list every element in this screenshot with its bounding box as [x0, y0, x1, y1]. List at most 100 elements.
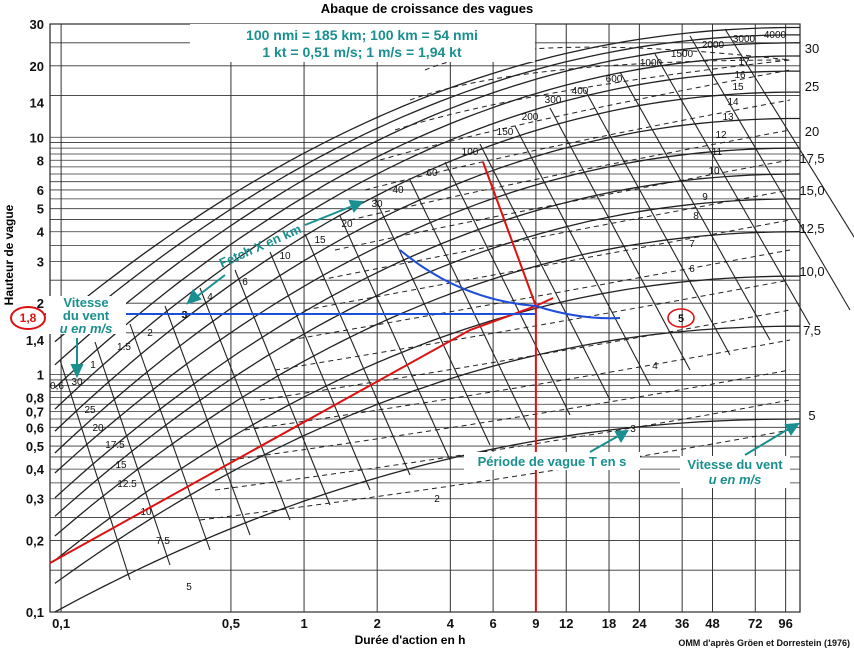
wind-speed-curve: [54, 117, 800, 454]
fetch-label: 400: [572, 86, 589, 97]
period-label: 17: [738, 57, 750, 68]
x-tick-label: 48: [705, 616, 719, 631]
fetch-line: [234, 269, 331, 506]
x-tick-label: 24: [632, 616, 647, 631]
period-label: 13: [722, 112, 734, 123]
x-tick-label: 4: [447, 616, 455, 631]
fetch-label: 1500: [671, 49, 694, 60]
wind-speed-curve: [54, 55, 800, 389]
period-label: 16: [734, 70, 746, 81]
fetch-label: 3: [182, 310, 188, 321]
wind-speed-curve: [54, 26, 800, 324]
right-wind-label: 15,0: [799, 183, 824, 198]
fetch-line: [549, 107, 691, 371]
right-wind-label: 7,5: [803, 323, 821, 338]
y-tick-label: 0,5: [26, 439, 44, 454]
y-tick-label: 30: [30, 17, 44, 32]
period-curve: [199, 429, 791, 521]
wind-curve-label: 1.5: [117, 342, 131, 353]
chart-title: Abaque de croissance des vagues: [321, 1, 533, 16]
x-tick-label: 0,5: [222, 616, 240, 631]
period-label: 14: [727, 97, 739, 108]
wind-right-box: [680, 456, 790, 488]
fetch-line: [619, 71, 771, 341]
y-tick-label: 3: [37, 254, 44, 269]
period-label: 9: [702, 192, 708, 203]
y-tick-label: 1: [37, 368, 44, 383]
wind-curve-label: 17.5: [105, 440, 125, 451]
right-wind-label: 30: [805, 41, 819, 56]
period-label: 10: [708, 166, 720, 177]
y-tick-label: 2: [37, 296, 44, 311]
fetch-line: [689, 35, 851, 311]
period-curve: [364, 99, 791, 191]
y-tick-label: 1,4: [26, 333, 45, 348]
wind-speed-curve: [54, 173, 801, 499]
wind-curve-label: 20: [92, 423, 104, 434]
conversion-line-2: 1 kt = 0,51 m/s; 1 m/s = 1,94 kt: [262, 44, 462, 60]
fetch-label: 20: [341, 219, 353, 230]
period-label: 8: [693, 211, 699, 222]
wind-left-line-2: du vent: [63, 308, 110, 323]
period-box: [464, 452, 640, 470]
fetch-label: 4: [207, 292, 213, 303]
period-curve: [304, 219, 791, 311]
period-curve: [274, 279, 791, 371]
fetch-line: [269, 251, 371, 491]
wind-curve-label: 5: [186, 582, 192, 593]
period-marker: 5: [678, 313, 684, 325]
fetch-label: 10: [279, 251, 291, 262]
wave-curves: 3461015203040601001502003004006001000150…: [50, 26, 854, 613]
wind-curve-label: 0,6: [50, 381, 64, 392]
period-label: 5: [678, 314, 684, 325]
height-marker: 1,8: [20, 311, 37, 325]
y-tick-label: 0,4: [26, 462, 45, 477]
period-curve: [409, 59, 791, 101]
period-label: 11: [712, 147, 723, 158]
period-label: 7: [689, 239, 695, 250]
x-tick-label: 6: [489, 616, 496, 631]
y-tick-label: 5: [37, 202, 44, 217]
wind-curve-label: 3: [181, 310, 187, 321]
x-tick-label: 12: [559, 616, 573, 631]
wind-right-line-1: Vitesse du vent: [687, 457, 783, 472]
y-tick-label: 8: [37, 153, 44, 168]
y-tick-label: 20: [30, 59, 44, 74]
y-tick-label: 0,3: [26, 492, 44, 507]
period-label: 4: [652, 361, 658, 372]
fetch-label: 60: [426, 168, 438, 179]
x-tick-label: 96: [778, 616, 792, 631]
wind-curve-label: 30: [71, 377, 83, 388]
wind-speed-curve: [54, 147, 801, 474]
fetch-label: 1000: [640, 58, 663, 69]
fetch-line: [409, 179, 531, 431]
fetch-line: [374, 197, 491, 446]
x-tick-label: 1: [300, 616, 307, 631]
wind-curve-label: 1: [90, 360, 96, 371]
y-tick-label: 0,7: [26, 404, 44, 419]
wind-curve-label: 2: [147, 328, 153, 339]
conversion-line-1: 100 nmi = 185 km; 100 km = 54 nmi: [246, 27, 478, 43]
wind-speed-curve: [54, 34, 800, 343]
fetch-line: [444, 161, 571, 416]
fetch-label: 2000: [702, 40, 725, 51]
wind-right-line-2: u en m/s: [709, 472, 762, 487]
fetch-label: 15: [314, 235, 326, 246]
fetch-label: 150: [497, 127, 514, 138]
period-curve: [244, 339, 791, 431]
fetch-line: [199, 287, 291, 521]
wind-speed-curve: [54, 91, 800, 432]
y-axis-ticks: 0,1 0,2 0,3 0,4 0,5 0,60,70,8 1 1,4 2 3 4 5 6 8 10 14 20…: [26, 17, 45, 620]
period-label: 6: [689, 264, 695, 275]
x-tick-label: 9: [532, 616, 539, 631]
fetch-label: 100: [462, 147, 479, 158]
y-tick-label: 0,2: [26, 534, 44, 549]
fetch-label: 6: [242, 277, 248, 288]
y-tick-label: 0,6: [26, 420, 44, 435]
wind-speed-right-ticks: 30 25 20 17,5 15,0 12,5 10,0 7,5 5: [799, 41, 824, 423]
period-curve: [334, 159, 791, 251]
y-tick-label: 14: [30, 96, 45, 111]
x-tick-label: 36: [675, 616, 689, 631]
example-period-curve: [399, 249, 621, 320]
